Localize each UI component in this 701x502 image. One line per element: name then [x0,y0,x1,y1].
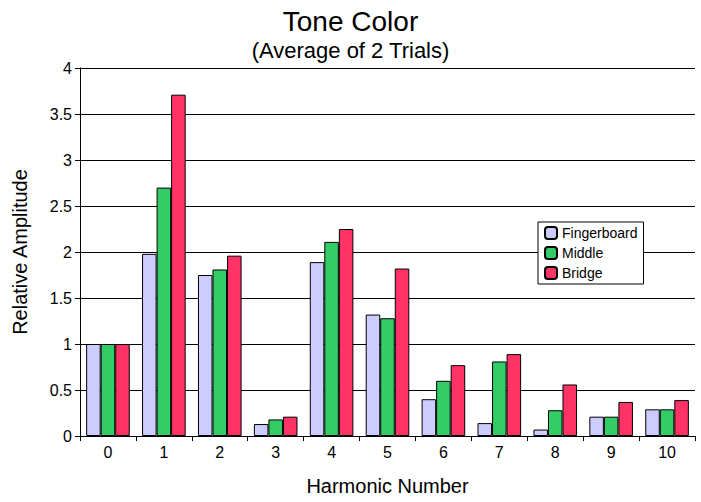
svg-text:Tone Color: Tone Color [283,6,418,37]
svg-text:Harmonic Number: Harmonic Number [306,475,469,497]
svg-text:(Average of 2 Trials): (Average of 2 Trials) [252,38,450,63]
svg-text:3.5: 3.5 [50,106,72,123]
svg-text:1.5: 1.5 [50,290,72,307]
svg-text:6: 6 [439,444,448,461]
svg-text:0: 0 [104,444,113,461]
svg-text:2.5: 2.5 [50,198,72,215]
svg-text:4: 4 [63,60,72,77]
svg-text:4: 4 [327,444,336,461]
svg-text:8: 8 [551,444,560,461]
svg-text:2: 2 [63,244,72,261]
svg-text:Middle: Middle [562,245,603,261]
svg-text:Relative Amplitude: Relative Amplitude [9,169,31,335]
svg-text:1: 1 [159,444,168,461]
svg-text:0.5: 0.5 [50,382,72,399]
svg-text:2: 2 [215,444,224,461]
svg-text:3: 3 [271,444,280,461]
svg-text:5: 5 [383,444,392,461]
svg-text:1: 1 [63,336,72,353]
svg-text:0: 0 [63,428,72,445]
svg-text:3: 3 [63,152,72,169]
svg-text:7: 7 [495,444,504,461]
svg-text:10: 10 [658,444,676,461]
svg-text:Bridge: Bridge [562,265,603,281]
svg-text:9: 9 [607,444,616,461]
svg-text:Fingerboard: Fingerboard [562,225,638,241]
